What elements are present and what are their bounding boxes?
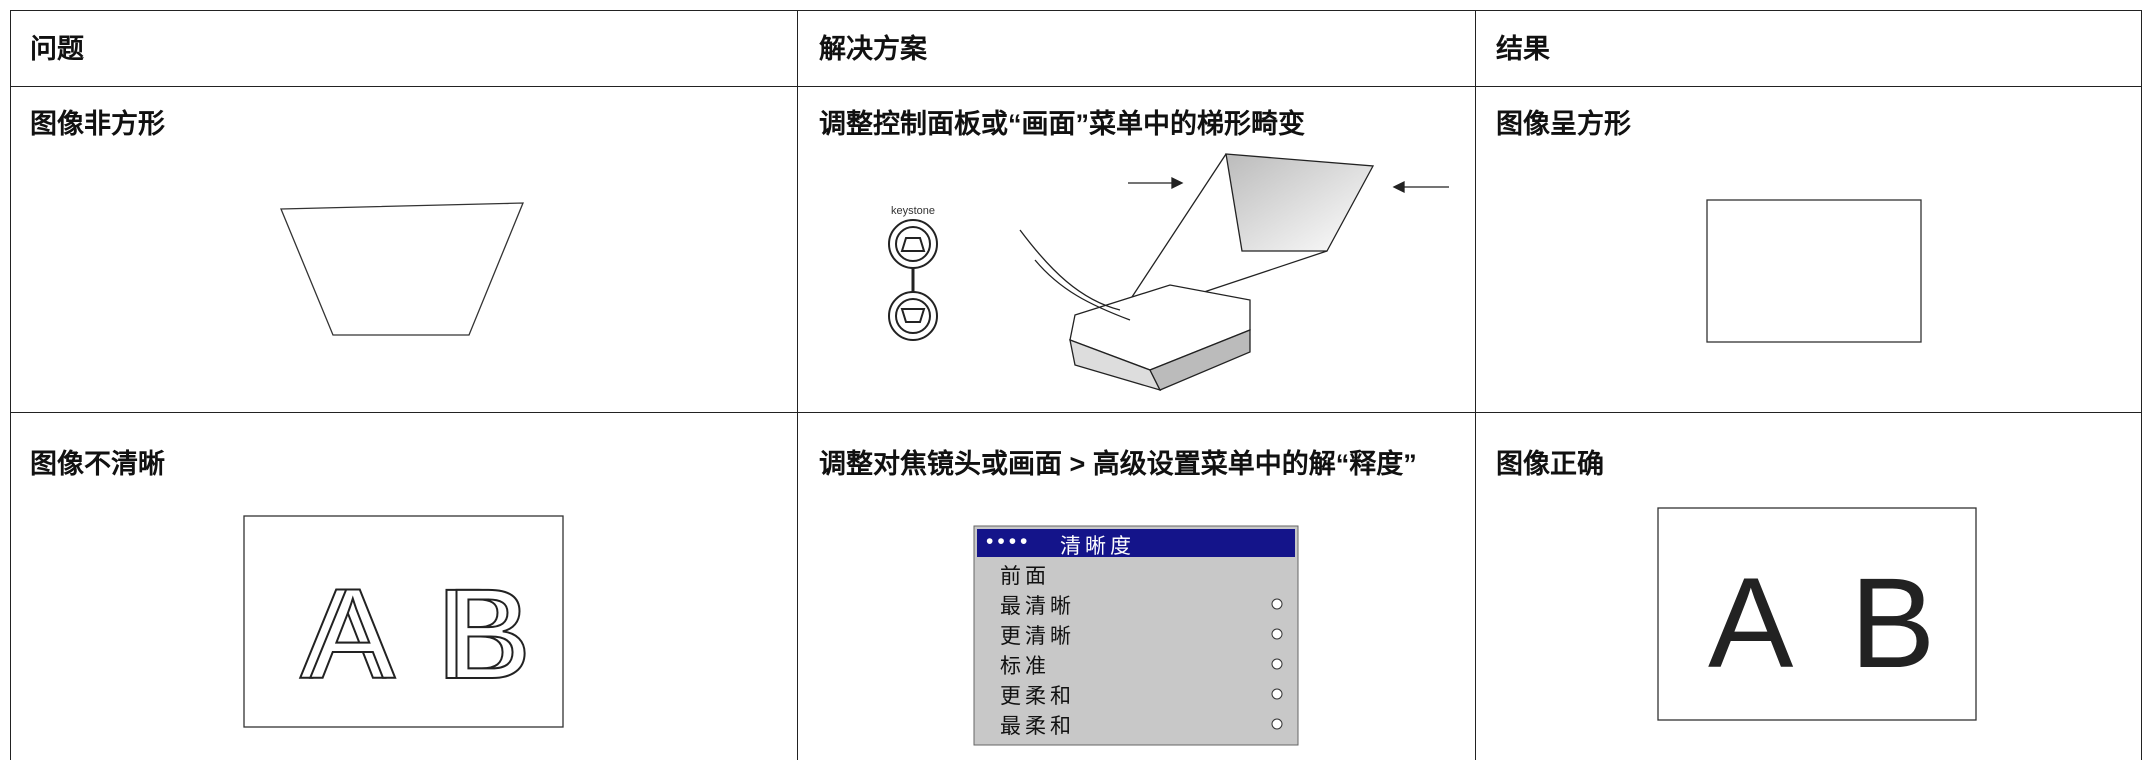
border	[1475, 10, 1476, 760]
menu-item: 更清晰	[1000, 625, 1075, 648]
menu-item: 最清晰	[1000, 595, 1075, 618]
image-box	[243, 515, 564, 728]
radio-button	[1271, 598, 1283, 610]
border	[797, 10, 798, 760]
radio-button	[1271, 688, 1283, 700]
problem: 图像不清晰	[30, 449, 165, 479]
letter: B	[436, 563, 521, 706]
blurry-letters: A A B B	[299, 562, 532, 707]
header-cell: 问题	[30, 34, 84, 64]
radio-button	[1271, 628, 1283, 640]
solution: 调整对焦镜头或画面 > 高级设置菜单中的解“释度”	[819, 449, 1417, 479]
menu-item: 更柔和	[1000, 685, 1075, 708]
header-cell: 结果	[1496, 34, 1550, 64]
solution: 调整控制面板或“画面”菜单中的梯形畸变	[819, 109, 1305, 139]
menu-title-bar	[977, 529, 1295, 557]
letter: A	[310, 563, 396, 706]
result: 图像呈方形	[1496, 109, 1631, 139]
menu-item: 最柔和	[1000, 715, 1075, 738]
rectangle	[1706, 199, 1922, 343]
keystone-label: keystone	[891, 205, 935, 217]
letter: A	[300, 563, 386, 706]
letter: B	[446, 563, 531, 706]
header-cell: 解决方案	[819, 34, 927, 64]
border	[2141, 10, 2142, 760]
projector-scene	[1019, 153, 1449, 392]
letter: B	[1850, 552, 1935, 695]
border	[10, 86, 2142, 87]
menu-dots: ••••	[986, 530, 1032, 553]
menu	[973, 525, 1299, 746]
image-box	[1657, 507, 1977, 721]
letter: A	[1708, 552, 1794, 695]
menu-title: 清晰度	[1060, 535, 1135, 558]
keystone-buttons	[888, 219, 938, 341]
border	[10, 412, 2142, 413]
radio-button	[1271, 658, 1283, 670]
trapezoid	[280, 202, 524, 336]
problem: 图像非方形	[30, 109, 165, 139]
menu-item: 标准	[1000, 655, 1050, 678]
border	[10, 10, 2142, 11]
radio-button	[1271, 718, 1283, 730]
menu-item: 前面	[1000, 565, 1050, 588]
border	[10, 10, 11, 760]
result: 图像正确	[1496, 449, 1604, 479]
